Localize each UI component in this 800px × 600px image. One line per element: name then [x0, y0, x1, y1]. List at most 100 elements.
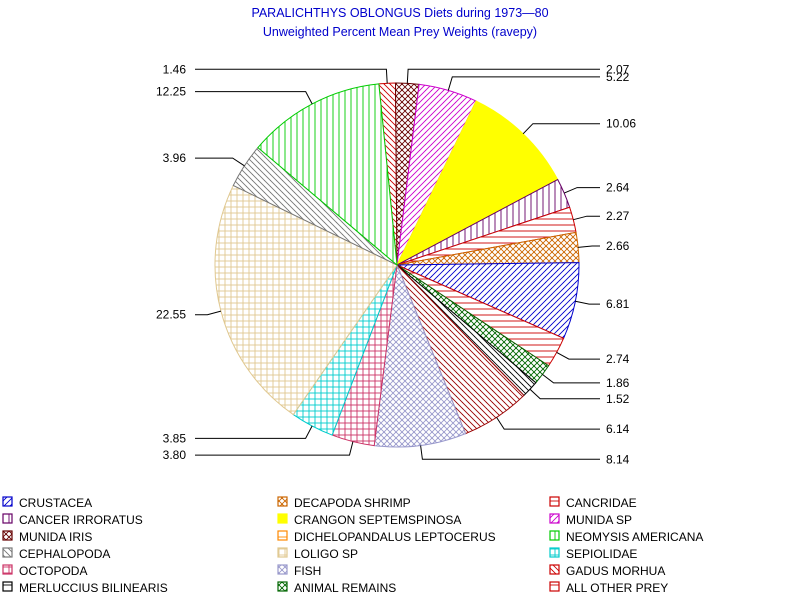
legend-label: CRANGON SEPTEMSPINOSA: [294, 513, 461, 527]
slice-value-label: 2.66: [606, 239, 630, 253]
slice-value-label: 10.06: [606, 117, 636, 131]
slice-value-label: 3.85: [163, 431, 187, 445]
legend-label: DECAPODA SHRIMP: [294, 496, 411, 510]
leader-line: [195, 91, 313, 105]
legend-item-octopoda: OCTOPODA: [2, 564, 87, 578]
slice-value-label: 1.46: [163, 62, 187, 76]
slice-value-label: 3.80: [163, 448, 187, 462]
legend-swatch: [2, 564, 13, 575]
legend-label: SEPIOLIDAE: [566, 547, 637, 561]
leader-line: [195, 441, 354, 456]
leader-line: [447, 76, 600, 91]
leader-line: [420, 445, 600, 460]
legend-item-sepiolidae: SEPIOLIDAE: [549, 547, 637, 561]
legend-swatch: [549, 547, 560, 558]
legend-label: MUNIDA SP: [566, 513, 632, 527]
slice-value-label: 3.96: [163, 151, 187, 165]
leader-line: [573, 215, 600, 221]
legend-label: ALL OTHER PREY: [566, 581, 668, 595]
legend-item-merluccius-bilinearis: MERLUCCIUS BILINEARIS: [2, 581, 168, 595]
legend-label: LOLIGO SP: [294, 547, 358, 561]
legend-swatch: [2, 581, 13, 592]
legend-item-munida-iris: MUNIDA IRIS: [2, 530, 92, 544]
legend-swatch: [2, 530, 13, 541]
legend-swatch: [277, 581, 288, 592]
pie-slice-neomysis-americana: [257, 83, 398, 267]
legend-label: ANIMAL REMAINS: [294, 581, 396, 595]
legend-label: GADUS MORHUA: [566, 564, 665, 578]
legend: CRUSTACEA DECAPODA SHRIMP CANCRIDAE CANCER …: [2, 496, 703, 595]
legend-label: CANCRIDAE: [566, 496, 637, 510]
leader-line: [556, 351, 600, 360]
legend-swatch: [549, 581, 560, 592]
pie-slices: [214, 82, 580, 448]
slice-value-label: 1.52: [606, 392, 630, 406]
leader-line: [529, 388, 600, 400]
legend-label: MERLUCCIUS BILINEARIS: [19, 581, 168, 595]
pie-slice-crangon-septemspinosa: [395, 100, 559, 267]
chart-subtitle: Unweighted Percent Mean Prey Weights (ra…: [263, 25, 537, 39]
legend-item-cephalopoda: CEPHALOPODA: [2, 547, 110, 561]
leader-line: [578, 245, 600, 248]
legend-item-gadus-morhua: GADUS MORHUA: [549, 564, 665, 578]
legend-swatch: [277, 547, 288, 558]
leader-line: [542, 374, 600, 384]
legend-item-neomysis-americana: NEOMYSIS AMERICANA: [549, 530, 703, 544]
legend-item-animal-remains: ANIMAL REMAINS: [277, 581, 396, 595]
legend-swatch: [277, 496, 288, 507]
slice-value-label: 2.74: [606, 352, 630, 366]
leader-line: [195, 425, 313, 439]
legend-swatch: [277, 530, 288, 541]
legend-swatch: [549, 513, 560, 524]
legend-swatch: [277, 513, 288, 524]
leader-line: [564, 187, 600, 194]
slice-value-label: 12.25: [156, 85, 186, 99]
chart-title: PARALICHTHYS OBLONGUS Diets during 1973—…: [251, 6, 548, 20]
pie-slice-loligo-sp: [214, 184, 398, 416]
legend-swatch: [549, 496, 560, 507]
legend-item-crustacea: CRUSTACEA: [2, 496, 92, 510]
legend-label: NEOMYSIS AMERICANA: [566, 530, 703, 544]
slice-value-label: 6.81: [606, 297, 630, 311]
legend-label: DICHELOPANDALUS LEPTOCERUS: [294, 530, 496, 544]
leader-line: [195, 310, 222, 316]
legend-item-cancridae: CANCRIDAE: [549, 496, 637, 510]
legend-item-fish: FISH: [277, 564, 321, 578]
legend-item-munida-sp: MUNIDA SP: [549, 513, 632, 527]
slice-leaders: 1.46 2.075.22 10.06 2.64 2.27 2.66 6.81 2.74 1.8…: [156, 62, 636, 466]
slice-value-label: 6.14: [606, 422, 630, 436]
legend-item-cancer-irroratus: CANCER IRRORATUS: [2, 513, 143, 527]
leader-line: [406, 68, 600, 84]
leader-line: [575, 300, 600, 305]
legend-label: CRUSTACEA: [19, 496, 92, 510]
legend-label: FISH: [294, 564, 321, 578]
slice-value-label: 8.14: [606, 452, 630, 466]
leader-line: [522, 123, 600, 135]
slice-value-label: 22.55: [156, 308, 186, 322]
legend-item-all-other-prey: ALL OTHER PREY: [549, 581, 668, 595]
legend-swatch: [549, 564, 560, 575]
leader-line: [496, 417, 600, 430]
legend-label: CANCER IRRORATUS: [19, 513, 143, 527]
legend-label: OCTOPODA: [19, 564, 87, 578]
leader-line: [195, 68, 388, 84]
legend-swatch: [2, 547, 13, 558]
slice-value-label: 2.64: [606, 181, 630, 195]
legend-label: MUNIDA IRIS: [19, 530, 92, 544]
slice-value-label: 2.27: [606, 209, 630, 223]
legend-swatch: [549, 530, 560, 541]
legend-item-crangon-septemspinosa: CRANGON SEPTEMSPINOSA: [277, 513, 461, 527]
legend-swatch: [277, 564, 288, 575]
legend-label: CEPHALOPODA: [19, 547, 110, 561]
legend-item-loligo-sp: LOLIGO SP: [277, 547, 358, 561]
slice-value-label: 2.07: [606, 62, 630, 76]
legend-swatch: [2, 496, 13, 507]
pie-slice-fish: [373, 263, 467, 448]
slice-value-label: 1.86: [606, 376, 630, 390]
legend-item-decapoda-shrimp: DECAPODA SHRIMP: [277, 496, 411, 510]
slice-value-label: 5.22: [606, 70, 630, 84]
legend-item-dichelopandalus-leptocerus: DICHELOPANDALUS LEPTOCERUS: [277, 530, 496, 544]
leader-line: [195, 157, 245, 167]
legend-swatch: [2, 513, 13, 524]
